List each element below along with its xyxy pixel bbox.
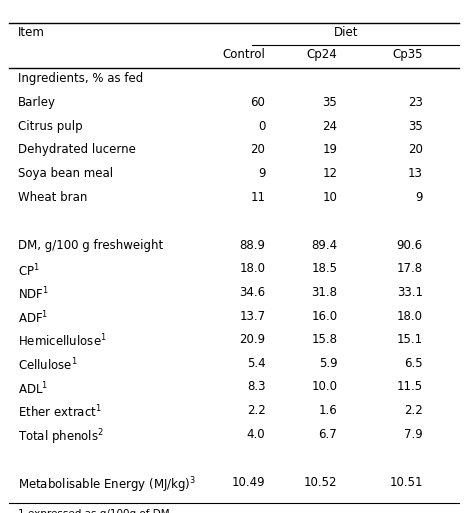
Text: 19: 19	[322, 143, 337, 156]
Text: Metabolisable Energy (MJ/kg)$^{3}$: Metabolisable Energy (MJ/kg)$^{3}$	[18, 476, 197, 496]
Text: 6.7: 6.7	[319, 428, 337, 441]
Text: 2.2: 2.2	[247, 404, 265, 417]
Text: 7.9: 7.9	[404, 428, 423, 441]
Text: 34.6: 34.6	[239, 286, 265, 299]
Text: 6.5: 6.5	[404, 357, 423, 370]
Text: 4.0: 4.0	[247, 428, 265, 441]
Text: 17.8: 17.8	[396, 262, 423, 275]
Text: 88.9: 88.9	[240, 239, 265, 251]
Text: Total phenols$^{2}$: Total phenols$^{2}$	[18, 428, 104, 447]
Text: 90.6: 90.6	[396, 239, 423, 251]
Text: Ether extract$^{1}$: Ether extract$^{1}$	[18, 404, 102, 421]
Text: 5.4: 5.4	[247, 357, 265, 370]
Text: ADL$^{1}$: ADL$^{1}$	[18, 381, 49, 397]
Text: 18.5: 18.5	[311, 262, 337, 275]
Text: Hemicellulose$^{1}$: Hemicellulose$^{1}$	[18, 333, 107, 350]
Text: Dehydrated lucerne: Dehydrated lucerne	[18, 143, 136, 156]
Text: 11: 11	[250, 191, 265, 204]
Text: Cellulose$^{1}$: Cellulose$^{1}$	[18, 357, 78, 373]
Text: Ingredients, % as fed: Ingredients, % as fed	[18, 72, 144, 85]
Text: 10.52: 10.52	[304, 476, 337, 489]
Text: NDF$^{1}$: NDF$^{1}$	[18, 286, 49, 303]
Text: Barley: Barley	[18, 96, 56, 109]
Text: 2.2: 2.2	[404, 404, 423, 417]
Text: 5.9: 5.9	[319, 357, 337, 370]
Text: 31.8: 31.8	[311, 286, 337, 299]
Text: 1.6: 1.6	[319, 404, 337, 417]
Text: 18.0: 18.0	[240, 262, 265, 275]
Text: 35: 35	[408, 120, 423, 133]
Text: Diet: Diet	[334, 26, 358, 39]
Text: 15.1: 15.1	[396, 333, 423, 346]
Text: 89.4: 89.4	[311, 239, 337, 251]
Text: 20: 20	[250, 143, 265, 156]
Text: Item: Item	[18, 26, 45, 39]
Text: 9: 9	[415, 191, 423, 204]
Text: Control: Control	[223, 48, 265, 62]
Text: 8.3: 8.3	[247, 381, 265, 393]
Text: Wheat bran: Wheat bran	[18, 191, 88, 204]
Text: 11.5: 11.5	[396, 381, 423, 393]
Text: 20.9: 20.9	[239, 333, 265, 346]
Text: 15.8: 15.8	[311, 333, 337, 346]
Text: Cp24: Cp24	[307, 48, 337, 62]
Text: 12: 12	[322, 167, 337, 180]
Text: 24: 24	[322, 120, 337, 133]
Text: Cp35: Cp35	[392, 48, 423, 62]
Text: 10.51: 10.51	[389, 476, 423, 489]
Text: 13: 13	[408, 167, 423, 180]
Text: 10.49: 10.49	[232, 476, 265, 489]
Text: 35: 35	[322, 96, 337, 109]
Text: 9: 9	[258, 167, 265, 180]
Text: 0: 0	[258, 120, 265, 133]
Text: 10: 10	[322, 191, 337, 204]
Text: Soya bean meal: Soya bean meal	[18, 167, 113, 180]
Text: CP$^{1}$: CP$^{1}$	[18, 262, 40, 279]
Text: 1 expressed as g/100g of DM: 1 expressed as g/100g of DM	[18, 509, 170, 513]
Text: ADF$^{1}$: ADF$^{1}$	[18, 309, 49, 326]
Text: Citrus pulp: Citrus pulp	[18, 120, 83, 133]
Text: 20: 20	[408, 143, 423, 156]
Text: 60: 60	[250, 96, 265, 109]
Text: 16.0: 16.0	[311, 309, 337, 323]
Text: 18.0: 18.0	[397, 309, 423, 323]
Text: 23: 23	[408, 96, 423, 109]
Text: DM, g/100 g freshweight: DM, g/100 g freshweight	[18, 239, 164, 251]
Text: 33.1: 33.1	[397, 286, 423, 299]
Text: 10.0: 10.0	[311, 381, 337, 393]
Text: 13.7: 13.7	[239, 309, 265, 323]
